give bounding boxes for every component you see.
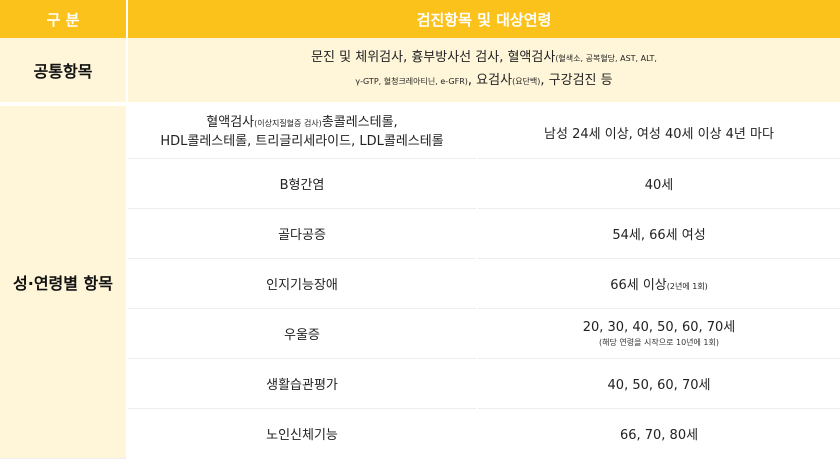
- target-cell: 54세, 66세 여성: [477, 208, 840, 259]
- item-cell: 혈액검사(이상지질혈증 검사)총콜레스테롤, HDL콜레스테롤, 트리글리세라이…: [127, 106, 478, 159]
- common-items-line-2: γ-GTP, 혈청크레아티닌, e-GFR), 요검사(요단백), 구강검진 등: [355, 73, 613, 88]
- header-category: 구 분: [0, 0, 128, 38]
- by-age-items-label: 성·연령별 항목: [0, 106, 128, 459]
- table-header-row: 구 분 검진항목 및 대상연령: [0, 0, 840, 38]
- common-items-row: 공통항목 문진 및 체위검사, 흉부방사선 검사, 혈액검사(혈색소, 공복혈당…: [0, 38, 840, 102]
- header-items-and-ages: 검진항목 및 대상연령: [127, 0, 840, 38]
- table-row-hepatitis-b: B형간염 40세: [0, 158, 840, 209]
- target-cell: 남성 24세 이상, 여성 40세 이상 4년 마다: [477, 106, 840, 159]
- table-row-cognitive: 인지기능장애 66세 이상(2년에 1회): [0, 258, 840, 309]
- item-cell: 생활습관평가: [127, 358, 478, 409]
- row-gap: [0, 102, 840, 106]
- table-row-lipid: 성·연령별 항목 혈액검사(이상지질혈증 검사)총콜레스테롤, HDL콜레스테롤…: [0, 106, 840, 459]
- target-cell: 40세: [477, 158, 840, 209]
- item-cell: B형간염: [127, 158, 478, 209]
- target-cell: 66세 이상(2년에 1회): [477, 258, 840, 309]
- target-cell: 66, 70, 80세: [477, 408, 840, 458]
- table-row-osteoporosis: 골다공증 54세, 66세 여성: [0, 208, 840, 259]
- target-cell: 20, 30, 40, 50, 60, 70세 (해당 연령을 시작으로 10년…: [477, 308, 840, 359]
- table-row-depression: 우울증 20, 30, 40, 50, 60, 70세 (해당 연령을 시작으로…: [0, 308, 840, 359]
- common-items-label: 공통항목: [0, 38, 128, 102]
- table-row-lifestyle: 생활습관평가 40, 50, 60, 70세: [0, 358, 840, 409]
- item-cell: 골다공증: [127, 208, 478, 259]
- item-cell: 우울증: [127, 308, 478, 359]
- item-cell: 인지기능장애: [127, 258, 478, 309]
- item-cell: 노인신체기능: [127, 408, 478, 458]
- common-items-content: 문진 및 체위검사, 흉부방사선 검사, 혈액검사(혈색소, 공복혈당, AST…: [127, 38, 840, 102]
- common-items-line-1: 문진 및 체위검사, 흉부방사선 검사, 혈액검사(혈색소, 공복혈당, AST…: [311, 50, 657, 65]
- table-row-elderly-function: 노인신체기능 66, 70, 80세: [0, 408, 840, 458]
- target-cell: 40, 50, 60, 70세: [477, 358, 840, 409]
